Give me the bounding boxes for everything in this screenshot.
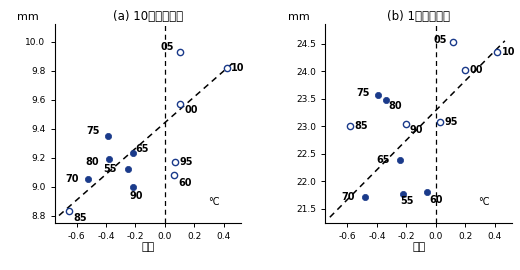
Text: 65: 65 bbox=[376, 156, 390, 166]
Text: 85: 85 bbox=[73, 213, 87, 223]
Text: 90: 90 bbox=[129, 191, 143, 201]
Text: 00: 00 bbox=[470, 65, 483, 75]
Text: 60: 60 bbox=[178, 178, 192, 188]
Text: 10: 10 bbox=[231, 63, 244, 73]
Text: mm: mm bbox=[288, 12, 310, 22]
Text: 95: 95 bbox=[445, 117, 458, 127]
X-axis label: 気温: 気温 bbox=[412, 242, 425, 252]
Text: 70: 70 bbox=[66, 174, 79, 184]
Text: 90: 90 bbox=[409, 124, 423, 134]
Text: °C: °C bbox=[478, 197, 490, 207]
Text: 75: 75 bbox=[86, 126, 99, 137]
Text: 55: 55 bbox=[103, 164, 117, 174]
Text: 00: 00 bbox=[184, 105, 198, 115]
Text: 55: 55 bbox=[400, 196, 414, 206]
Title: (b) 1時間降水量: (b) 1時間降水量 bbox=[387, 10, 450, 23]
Text: 85: 85 bbox=[355, 121, 369, 131]
Text: 95: 95 bbox=[179, 157, 193, 167]
Title: (a) 10分間降水量: (a) 10分間降水量 bbox=[113, 10, 183, 23]
Text: 10: 10 bbox=[502, 47, 515, 57]
Text: 05: 05 bbox=[160, 42, 174, 52]
Text: 65: 65 bbox=[136, 144, 149, 154]
Text: 70: 70 bbox=[341, 192, 355, 202]
Text: 60: 60 bbox=[430, 195, 444, 205]
Text: 80: 80 bbox=[86, 157, 99, 167]
Text: mm: mm bbox=[17, 12, 39, 22]
Text: °C: °C bbox=[208, 197, 219, 207]
X-axis label: 気温: 気温 bbox=[141, 242, 154, 252]
Text: 80: 80 bbox=[388, 101, 402, 111]
Text: 75: 75 bbox=[356, 88, 370, 98]
Text: 05: 05 bbox=[434, 35, 448, 45]
